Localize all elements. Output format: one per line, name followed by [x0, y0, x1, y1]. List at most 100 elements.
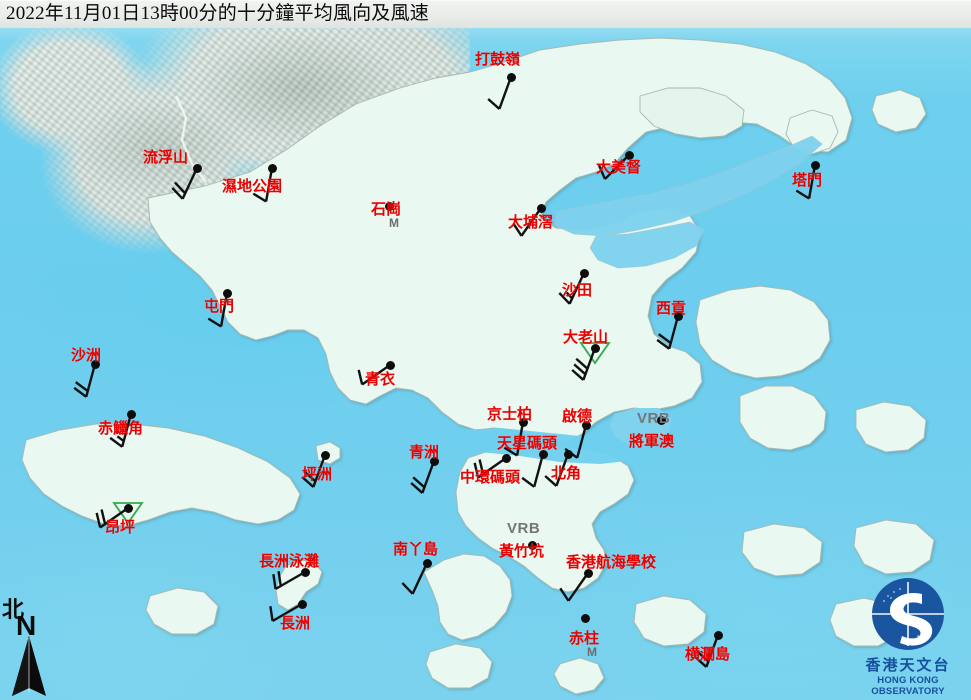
north-arrow-cn-label: 北: [2, 597, 25, 622]
wind-barb-icon: [559, 572, 589, 602]
wind-barb-icon: [171, 167, 199, 200]
wind-barb-icon: [252, 167, 274, 203]
station-marker-dot: [300, 567, 310, 577]
page-title: 2022年11月01日13時00分的十分鐘平均風向及風速: [6, 3, 429, 24]
variable-wind-label: VRB: [507, 520, 541, 537]
station-name-label: 天星碼頭: [497, 436, 558, 452]
station-marker-dot: [192, 163, 202, 173]
station-marker-dot: [624, 150, 634, 160]
wind-barb-icon: [795, 164, 817, 200]
station-name-label: 西貢: [656, 301, 687, 317]
wind-barb-icon: [521, 453, 545, 488]
wind-barb-icon: [95, 507, 129, 529]
station-name-label: 沙田: [562, 283, 593, 299]
station-marker-dot: [267, 163, 277, 173]
wind-barb-icon: [109, 413, 133, 448]
station-marker-dot: [673, 311, 683, 321]
station-name-label: 大老山: [563, 330, 609, 346]
station-name-label: 昂坪: [105, 520, 136, 536]
station-name-label: 塔門: [792, 173, 823, 189]
station-name-label: 北角: [551, 466, 582, 482]
station-name-label: 黃竹坑: [499, 544, 545, 560]
station-marker-dot: [538, 449, 548, 459]
variable-wind-label: VRB: [637, 410, 671, 427]
station-name-label: 横瀾島: [685, 647, 731, 663]
wind-barb-icon: [694, 634, 720, 668]
station-name-label: 赤柱: [569, 631, 600, 647]
wind-barb-icon: [571, 347, 597, 381]
station-name-label: 流浮山: [143, 150, 189, 166]
wind-barb-icon: [272, 570, 306, 591]
station-marker-dot: [583, 568, 593, 578]
station-name-label: 南丫島: [393, 542, 439, 558]
station-name-label: 青衣: [365, 372, 396, 388]
wind-barb-icon: [301, 454, 327, 488]
hko-logo-en: HONG KONG OBSERVATORY: [871, 675, 945, 697]
station-marker-dot: [713, 630, 723, 640]
station-marker-dot: [518, 417, 528, 427]
wind-barb-icon: [269, 602, 303, 623]
station-name-label: 打鼓嶺: [475, 52, 521, 68]
station-marker-dot: [429, 456, 439, 466]
wind-barb-icon: [656, 315, 680, 350]
hko-logo: 香港天文台 HONG KONG OBSERVATORY: [848, 576, 968, 698]
station-marker-dot: [384, 201, 394, 211]
station-name-label: 香港航海學校: [566, 555, 657, 571]
station-marker-dot: [506, 72, 516, 82]
station-marker-dot: [126, 409, 136, 419]
station-name-label: 長洲: [280, 616, 311, 632]
station-name-label: 赤鱲角: [98, 421, 144, 437]
station-marker-dot: [563, 449, 573, 459]
station-marker-dot: [123, 503, 133, 513]
wind-barb-icon: [401, 562, 429, 595]
station-marker-dot: [422, 558, 432, 568]
maintenance-flag-label: M: [587, 645, 597, 659]
station-name-label: 沙洲: [71, 348, 102, 364]
gale-warning-triangle-icon: [579, 342, 611, 365]
station-name-label: 長洲泳灘: [259, 554, 320, 570]
station-marker-dot: [590, 343, 600, 353]
station-marker-dot: [90, 359, 100, 369]
north-arrow-en-label: N: [16, 610, 37, 641]
station-name-label: 大埔滘: [508, 215, 554, 231]
station-name-label: 啟德: [562, 409, 593, 425]
wind-barb-icon: [487, 76, 513, 110]
wind-barb-icon: [558, 272, 586, 305]
station-marker-dot: [810, 160, 820, 170]
wind-barb-icon: [544, 453, 570, 487]
station-name-label: 將軍澳: [629, 434, 675, 450]
hko-logo-mark: [872, 578, 944, 650]
north-arrow: 北 N: [2, 592, 58, 698]
wind-barb-icon: [512, 207, 542, 237]
station-name-label: 濕地公園: [222, 179, 283, 195]
station-name-label: 青洲: [409, 445, 440, 461]
station-marker-dot: [320, 450, 330, 460]
station-name-label: 屯門: [204, 299, 235, 315]
wind-barb-icon: [473, 457, 507, 479]
wind-barb-icon: [207, 292, 229, 328]
wind-barb-icon: [410, 460, 436, 494]
north-arrow-needle: [12, 636, 46, 696]
station-marker-dot: [580, 613, 590, 623]
wind-barb-icon: [357, 364, 391, 386]
station-name-label: 京士柏: [487, 407, 533, 423]
wind-barb-icon: [503, 421, 525, 457]
station-marker-dot: [297, 599, 307, 609]
station-marker-dot: [581, 420, 591, 430]
station-marker-dot: [536, 203, 546, 213]
station-name-label: 大美督: [596, 160, 642, 176]
station-name-label: 坪洲: [302, 467, 333, 483]
title-bar: 2022年11月01日13時00分的十分鐘平均風向及風速: [0, 0, 971, 28]
maintenance-flag-label: M: [389, 216, 399, 230]
hko-logo-cn: 香港天文台: [865, 658, 951, 674]
station-marker-dot: [656, 415, 666, 425]
station-marker-dot: [222, 288, 232, 298]
station-name-label: 石崗: [371, 202, 402, 218]
station-marker-dot: [527, 540, 537, 550]
station-marker-dot: [385, 360, 395, 370]
wind-barb-icon: [597, 154, 630, 180]
station-name-label: 中環碼頭: [460, 470, 521, 486]
station-marker-dot: [501, 453, 511, 463]
